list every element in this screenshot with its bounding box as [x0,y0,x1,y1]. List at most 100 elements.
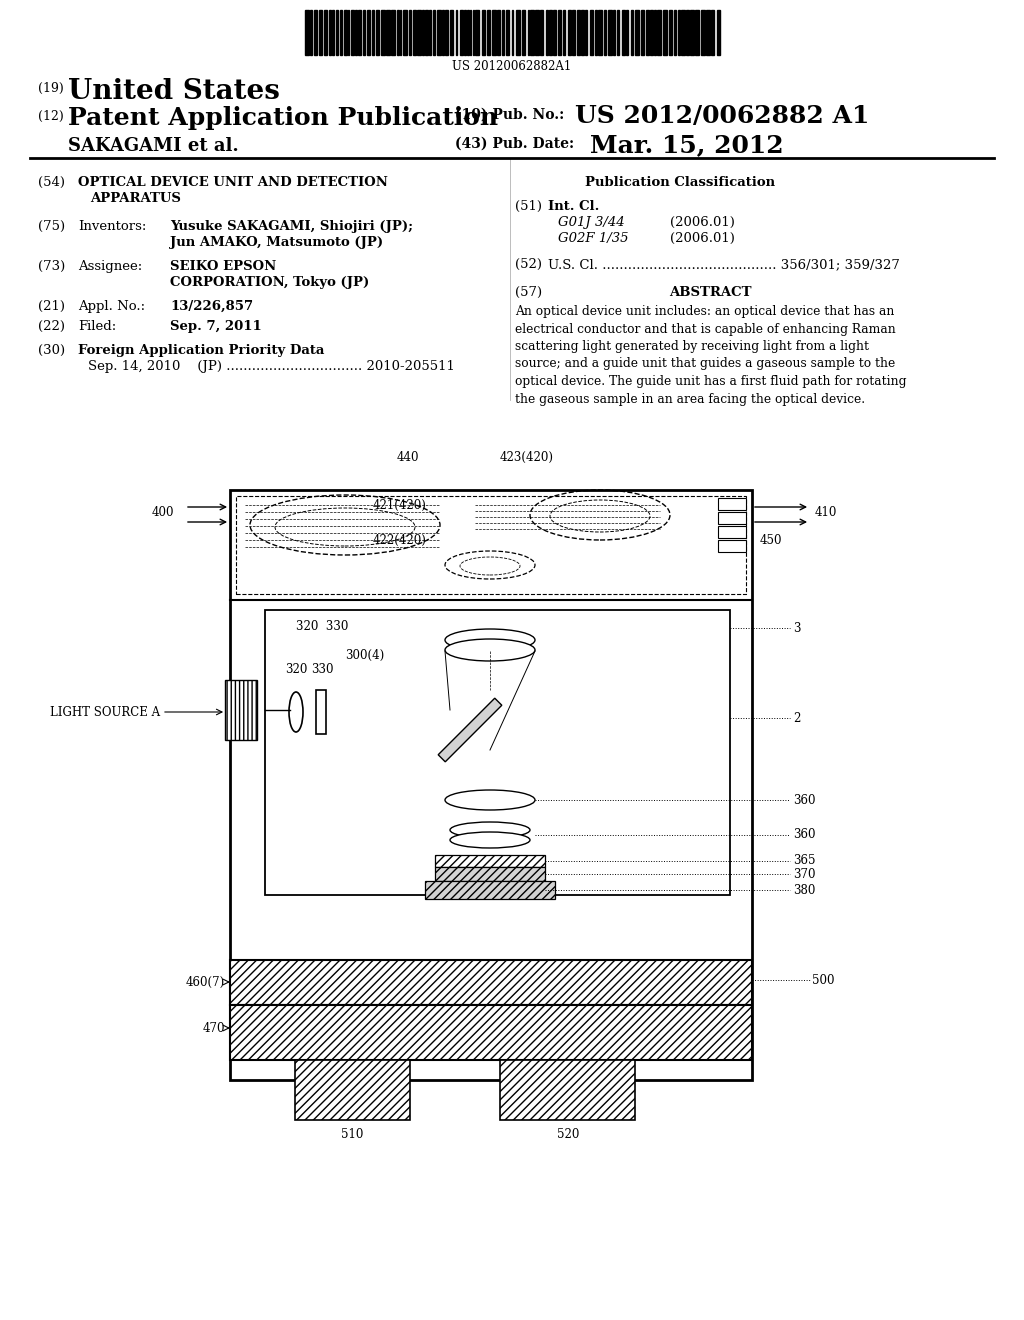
Text: 365: 365 [793,854,815,867]
Bar [492,11,496,55]
Bar [350,11,354,55]
Bar [650,11,652,55]
Bar [310,11,312,55]
Bar [425,880,555,899]
Text: (22): (22) [38,319,65,333]
Text: (10) Pub. No.:: (10) Pub. No.: [455,108,569,121]
Bar [616,11,618,55]
Bar [530,11,534,55]
Bar [475,11,479,55]
Bar [631,11,633,55]
Text: G01J 3/44: G01J 3/44 [558,216,625,228]
Bar [546,11,548,55]
Text: US 20120062882A1: US 20120062882A1 [453,59,571,73]
Bar [295,1060,410,1119]
Text: Patent Application Publication: Patent Application Publication [68,106,498,129]
Bar [344,11,346,55]
Bar [512,11,513,55]
Bar [230,490,752,1080]
Text: (43) Pub. Date:: (43) Pub. Date: [455,137,574,150]
Bar [577,11,580,55]
Text: An optical device unit includes: an optical device that has an
electrical conduc: An optical device unit includes: an opti… [515,305,906,405]
Bar [417,11,421,55]
Ellipse shape [445,639,535,661]
Bar [318,11,322,55]
Bar [305,11,308,55]
Bar [612,11,614,55]
Text: LIGHT SOURCE A: LIGHT SOURCE A [50,705,160,718]
Bar [641,11,644,55]
Text: Sep. 14, 2010    (JP) ................................ 2010-205511: Sep. 14, 2010 (JP) .....................… [88,360,455,374]
Bar [409,11,411,55]
Bar [230,1005,752,1060]
Text: Sep. 7, 2011: Sep. 7, 2011 [170,319,262,333]
Bar [626,11,628,55]
Bar [467,11,469,55]
Bar [506,11,509,55]
Text: (30): (30) [38,345,66,356]
Text: 330: 330 [310,663,333,676]
Bar [362,11,365,55]
Bar [381,11,384,55]
Text: 380: 380 [793,883,815,896]
Bar [607,11,611,55]
Bar [386,11,389,55]
Text: 422(420): 422(420) [373,533,427,546]
Bar [437,11,440,55]
Text: 400: 400 [152,506,174,519]
Bar [549,11,552,55]
Text: 470: 470 [203,1022,225,1035]
Text: (73): (73) [38,260,66,273]
Bar [390,11,394,55]
Bar [674,11,676,55]
Text: (57): (57) [515,286,542,300]
Bar [313,11,316,55]
Bar [441,11,443,55]
Bar [332,11,334,55]
Text: APPARATUS: APPARATUS [90,191,181,205]
Text: (75): (75) [38,220,66,234]
Text: 500: 500 [812,974,835,986]
Bar [444,11,447,55]
Text: (51): (51) [515,201,542,213]
Ellipse shape [450,832,530,847]
Bar [432,11,434,55]
Text: Yusuke SAKAGAMI, Shiojiri (JP);: Yusuke SAKAGAMI, Shiojiri (JP); [170,220,413,234]
Bar [460,11,463,55]
Text: 320  330: 320 330 [296,620,348,634]
Bar [225,680,257,741]
Bar [681,11,684,55]
Text: (54): (54) [38,176,65,189]
Bar [657,11,660,55]
Bar [572,11,575,55]
Bar [486,11,490,55]
Text: US 2012/0062882 A1: US 2012/0062882 A1 [575,104,869,128]
Bar [595,11,597,55]
Bar [340,11,342,55]
Bar [598,11,602,55]
Bar [563,11,565,55]
Text: 370: 370 [793,867,815,880]
Bar [422,11,424,55]
Text: CORPORATION, Tokyo (JP): CORPORATION, Tokyo (JP) [170,276,370,289]
Text: (19): (19) [38,82,63,95]
Text: (2006.01): (2006.01) [670,216,735,228]
Text: SEIKO EPSON: SEIKO EPSON [170,260,276,273]
Text: (52): (52) [515,257,542,271]
Text: 421(420): 421(420) [373,499,427,511]
Bar [265,610,730,895]
Text: 300(4): 300(4) [345,648,384,661]
Bar [502,11,504,55]
Bar [717,11,720,55]
Text: Publication Classification: Publication Classification [585,176,775,189]
Text: 450: 450 [760,533,782,546]
Bar [540,11,543,55]
Bar [590,11,593,55]
Text: 410: 410 [815,506,838,519]
Bar [690,11,693,55]
Text: OPTICAL DEVICE UNIT AND DETECTION: OPTICAL DEVICE UNIT AND DETECTION [78,176,388,189]
Bar [456,11,457,55]
Bar [425,11,427,55]
Bar [718,512,746,524]
Bar [397,11,398,55]
